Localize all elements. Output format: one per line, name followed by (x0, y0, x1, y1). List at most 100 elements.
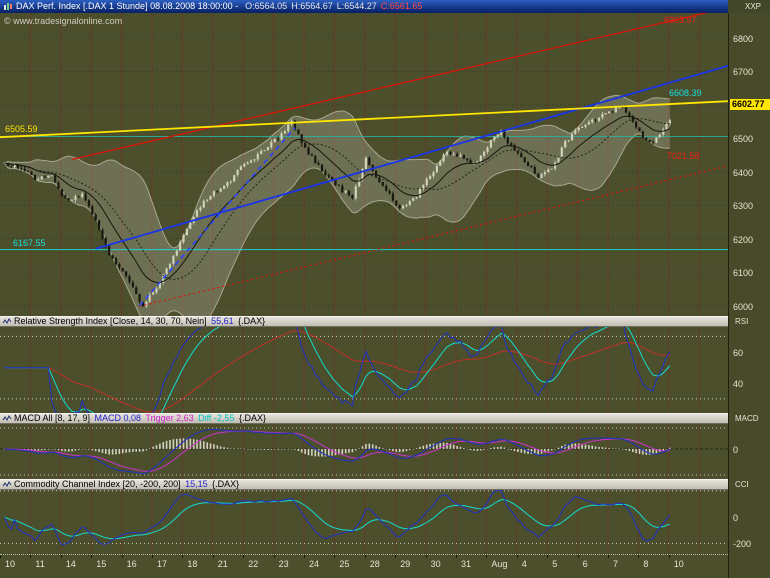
chart-title-bar[interactable]: DAX Perf. Index [.DAX 1 Stunde] 08.08.20… (0, 0, 728, 13)
time-axis-label: 5 (552, 559, 558, 569)
time-axis-label: 23 (278, 559, 289, 569)
time-axis-label: 16 (126, 559, 137, 569)
chart-title: DAX Perf. Index [.DAX 1 Stunde] 08.08.20… (16, 1, 239, 11)
price-scale-label: 6000 (733, 301, 754, 312)
ohlc-value: L:6544.27 (336, 1, 377, 11)
time-axis-label: 7 (613, 559, 619, 569)
price-scale-label: 6500 (733, 134, 754, 145)
rsi-panel[interactable] (0, 327, 728, 413)
cci-panel[interactable] (0, 490, 728, 554)
main-price-panel[interactable]: © www.tradesignalonline.com 6963.97 6608.… (0, 13, 728, 316)
price-marker: 6602.77 (730, 98, 770, 110)
time-axis-tick (668, 555, 670, 558)
indicator-header-text: 15,15 (185, 479, 208, 489)
indicator-icon (2, 414, 12, 423)
rsi-scale-label: 60 (733, 348, 744, 359)
cci-panel-header[interactable]: Commodity Channel Index [20, -200, 200] … (0, 479, 728, 490)
time-axis-tick (304, 555, 305, 558)
time-axis-tick (273, 555, 275, 558)
price-annotation: 6608.39 (669, 88, 702, 98)
time-axis-tick (212, 555, 214, 558)
ohlc-value: C:6561.65 (380, 1, 423, 11)
price-scale-label: 6200 (733, 234, 754, 245)
time-axis-tick (395, 555, 397, 558)
price-scale-label: 6400 (733, 167, 754, 178)
rsi-canvas (0, 327, 728, 413)
time-axis-label: 18 (187, 559, 198, 569)
watermark: © www.tradesignalonline.com (4, 16, 123, 26)
price-scale-label: 6700 (733, 67, 754, 78)
indicator-header-text: MACD All [8, 17, 9] (14, 413, 93, 423)
indicator-header-text: MACD 0,08 (94, 413, 142, 423)
time-axis-label: 22 (248, 559, 259, 569)
time-axis-label: 29 (400, 559, 411, 569)
price-annotation: 6167.55 (13, 238, 46, 248)
indicator-icon (2, 317, 12, 326)
macd-canvas (0, 424, 728, 479)
time-axis-tick (152, 555, 153, 558)
time-axis-tick (608, 555, 609, 558)
price-annotation: 7021.58 (667, 151, 700, 161)
time-axis-label: 10 (673, 559, 684, 569)
time-axis-tick (91, 555, 93, 558)
time-axis: 10 11 14 15 16 17 18 21 22 23 24 25 28 29 30 31 Aug 4 5 6 7 8… (0, 554, 728, 578)
indicator-header-text: Diff -2,55 (195, 413, 235, 423)
time-axis-label: 14 (65, 559, 76, 569)
indicator-header-text: Commodity Channel Index [20, -200, 200] (14, 479, 184, 489)
time-axis-label: 24 (309, 559, 320, 569)
time-axis-tick (334, 555, 336, 558)
time-axis-tick (121, 555, 123, 558)
price-scale-label: 6800 (733, 34, 754, 44)
time-axis-tick (486, 555, 488, 558)
time-axis-tick (425, 555, 427, 558)
time-axis-tick (516, 555, 518, 558)
indicator-header-text: {.DAX} (236, 413, 266, 423)
time-axis-label: 11 (35, 559, 45, 569)
bollinger-band (4, 95, 670, 316)
macd-panel-header[interactable]: MACD All [8, 17, 9] MACD 0,08 Trigger 2,… (0, 413, 728, 424)
time-axis-label: 8 (643, 559, 649, 569)
time-axis-tick (577, 555, 579, 558)
indicator-icon (2, 480, 12, 489)
rsi-scale-title: RSI (735, 317, 749, 326)
time-axis-label: 30 (430, 559, 441, 569)
time-axis-label: 10 (5, 559, 16, 569)
time-axis-tick (547, 555, 549, 558)
time-axis-label: 4 (521, 559, 527, 569)
price-annotation: 6505.59 (5, 124, 38, 134)
cci-canvas (0, 490, 728, 554)
indicator-header-text: Trigger 2,63 (143, 413, 194, 423)
ohlc-value: H:6564.67 (291, 1, 333, 11)
cci-scale-title: CCI (735, 480, 749, 489)
indicator-header-text: {.DAX} (235, 316, 266, 326)
time-axis-tick (243, 555, 245, 558)
indicator-header-text: {.DAX} (209, 479, 240, 489)
time-axis-label: 21 (217, 559, 228, 569)
time-axis-label: 6 (582, 559, 588, 569)
indicator-header-text: 55,61 (211, 316, 234, 326)
rsi-panel-header[interactable]: Relative Strength Index [Close, 14, 30, … (0, 316, 728, 327)
price-scale-label: 6300 (733, 201, 754, 212)
macd-histogram (3, 438, 671, 457)
cci-scale-label: -200 (733, 539, 752, 550)
macd-scale-title: MACD (735, 414, 759, 423)
macd-panel[interactable] (0, 424, 728, 479)
time-axis-tick (0, 555, 1, 558)
macd-scale-label: 0 (733, 444, 739, 455)
time-axis-label: 25 (339, 559, 350, 569)
indicator-header-text: Relative Strength Index [Close, 14, 30, … (14, 316, 210, 326)
time-axis-tick (638, 555, 640, 558)
ohlc-values: O:6564.05 H:6564.67 L:6544.27 C:6561.65 (241, 0, 422, 13)
ohlc-value: O:6564.05 (245, 1, 288, 11)
price-scale-label: 6100 (733, 268, 754, 279)
time-axis-label: 15 (96, 559, 107, 569)
main-chart-canvas (0, 13, 728, 316)
cci-scale-label: 0 (733, 513, 739, 524)
price-scale[interactable]: 6800670066006500640063006200610060006602… (728, 13, 770, 578)
time-axis-tick (456, 555, 457, 558)
scale-corner-label: XXP (728, 0, 770, 13)
chart-icon (3, 2, 13, 11)
time-axis-tick (364, 555, 366, 558)
time-axis-label: 31 (461, 559, 472, 569)
